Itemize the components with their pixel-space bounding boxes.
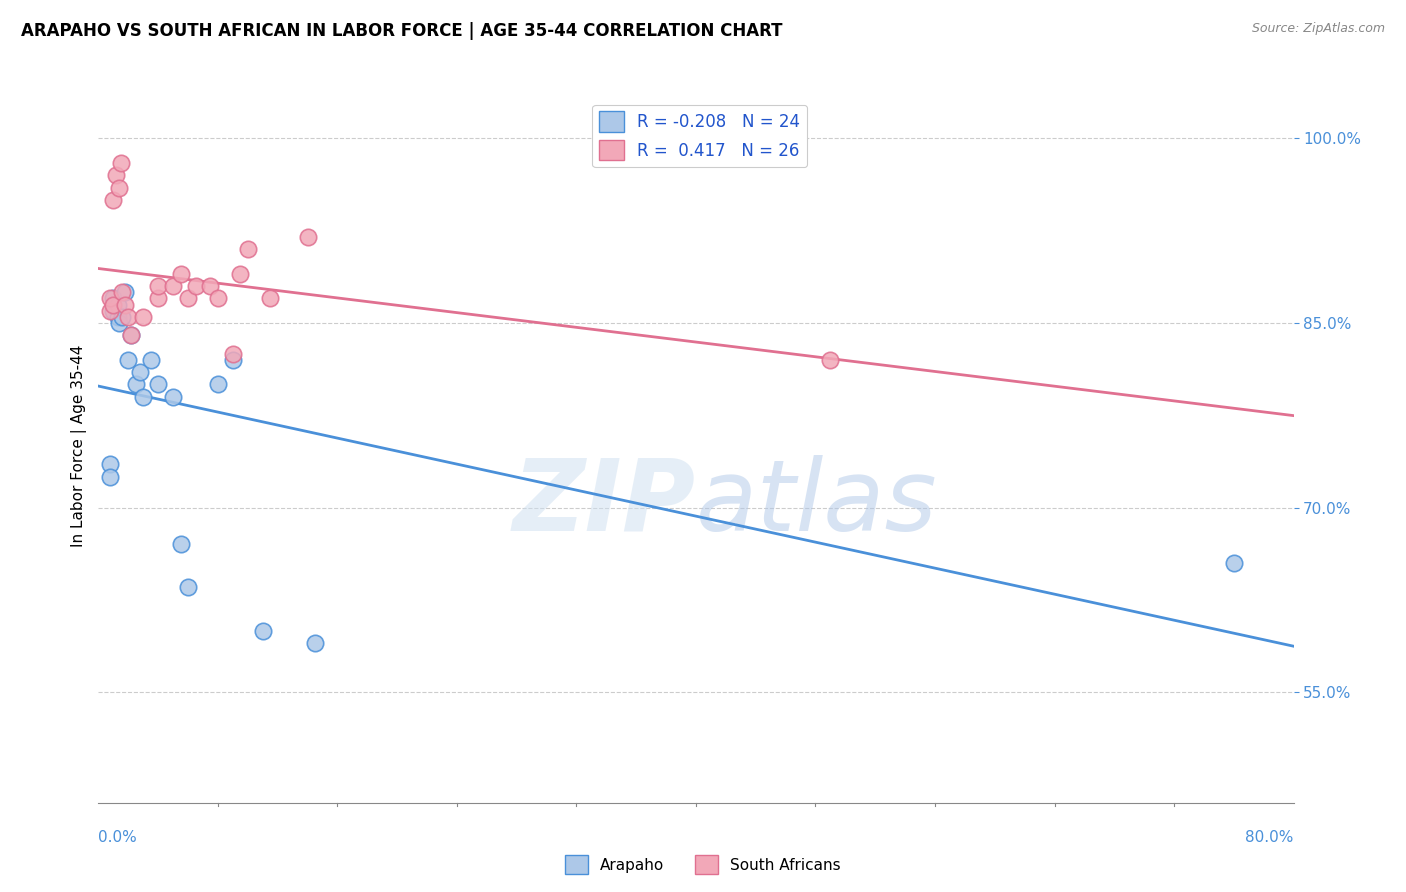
Point <box>129 365 152 379</box>
Point <box>132 390 155 404</box>
Point <box>103 291 125 305</box>
Text: Source: ZipAtlas.com: Source: ZipAtlas.com <box>1251 22 1385 36</box>
Point <box>184 279 207 293</box>
Point <box>177 291 200 305</box>
Point <box>820 352 842 367</box>
Point <box>117 352 139 367</box>
Point <box>169 537 191 551</box>
Point <box>207 377 229 392</box>
Point <box>108 180 131 194</box>
Point <box>103 297 125 311</box>
Point <box>148 377 170 392</box>
Legend: R = -0.208   N = 24, R =  0.417   N = 26: R = -0.208 N = 24, R = 0.417 N = 26 <box>592 104 807 167</box>
Y-axis label: In Labor Force | Age 35-44: In Labor Force | Age 35-44 <box>72 345 87 547</box>
Point <box>108 316 131 330</box>
Point <box>236 242 259 256</box>
Point <box>98 291 122 305</box>
Point <box>105 169 128 183</box>
Point <box>110 156 132 170</box>
Point <box>114 297 136 311</box>
Point <box>304 636 326 650</box>
Legend: Arapaho, South Africans: Arapaho, South Africans <box>560 849 846 880</box>
Point <box>107 310 129 324</box>
Point <box>297 230 319 244</box>
Point <box>207 291 229 305</box>
Point <box>169 267 191 281</box>
Point <box>222 347 245 361</box>
Point <box>98 469 122 483</box>
Point <box>222 352 245 367</box>
Point <box>139 352 162 367</box>
Point <box>125 377 148 392</box>
Point <box>148 279 170 293</box>
Point <box>132 310 155 324</box>
Point <box>252 624 274 638</box>
Point <box>162 279 184 293</box>
Point <box>103 303 125 318</box>
Text: atlas: atlas <box>696 455 938 551</box>
Text: ARAPAHO VS SOUTH AFRICAN IN LABOR FORCE | AGE 35-44 CORRELATION CHART: ARAPAHO VS SOUTH AFRICAN IN LABOR FORCE … <box>21 22 783 40</box>
Point <box>200 279 222 293</box>
Text: 80.0%: 80.0% <box>1246 830 1294 845</box>
Point <box>117 310 139 324</box>
Point <box>259 291 281 305</box>
Point <box>148 291 170 305</box>
Text: ZIP: ZIP <box>513 455 696 551</box>
Point <box>1223 556 1246 570</box>
Text: 0.0%: 0.0% <box>98 830 138 845</box>
Point <box>111 310 134 324</box>
Point <box>177 581 200 595</box>
Point <box>107 297 129 311</box>
Point <box>162 390 184 404</box>
Point <box>111 285 134 300</box>
Point <box>114 285 136 300</box>
Point <box>103 193 125 207</box>
Point <box>120 328 142 343</box>
Point <box>120 328 142 343</box>
Point <box>98 458 122 472</box>
Point <box>229 267 252 281</box>
Point <box>98 303 122 318</box>
